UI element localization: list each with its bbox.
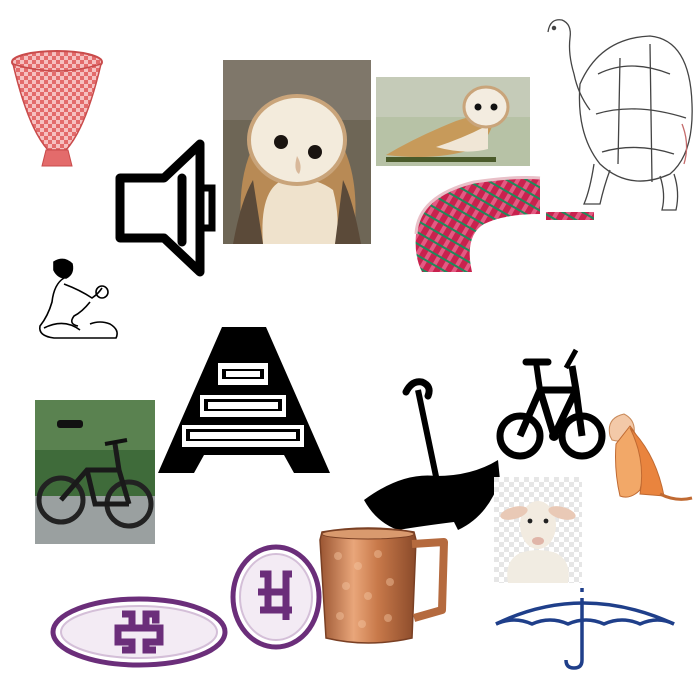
swastika-round-badge: [230, 544, 322, 650]
barn-owl-closeup-photo: [223, 60, 371, 244]
swastika-oval-badge: [50, 596, 228, 668]
lamb-photo: [494, 477, 582, 583]
barn-owl-perched-photo: [376, 77, 530, 166]
red-basket-icon: [8, 48, 106, 170]
copper-mug-photo: [318, 526, 452, 650]
seashell-photo: [600, 410, 696, 510]
woven-mat-photo: [414, 176, 596, 276]
mother-child-sketch: [34, 254, 124, 344]
bicycle-photo: [35, 400, 155, 544]
tortoise-sketch: [540, 14, 696, 212]
bicycle-icon: [496, 340, 606, 468]
speaker-outline-icon: [112, 138, 218, 278]
inverted-umbrella-silhouette: [362, 376, 502, 534]
blue-umbrella-outline: [492, 588, 678, 670]
ladder-a-icon: [156, 325, 332, 475]
